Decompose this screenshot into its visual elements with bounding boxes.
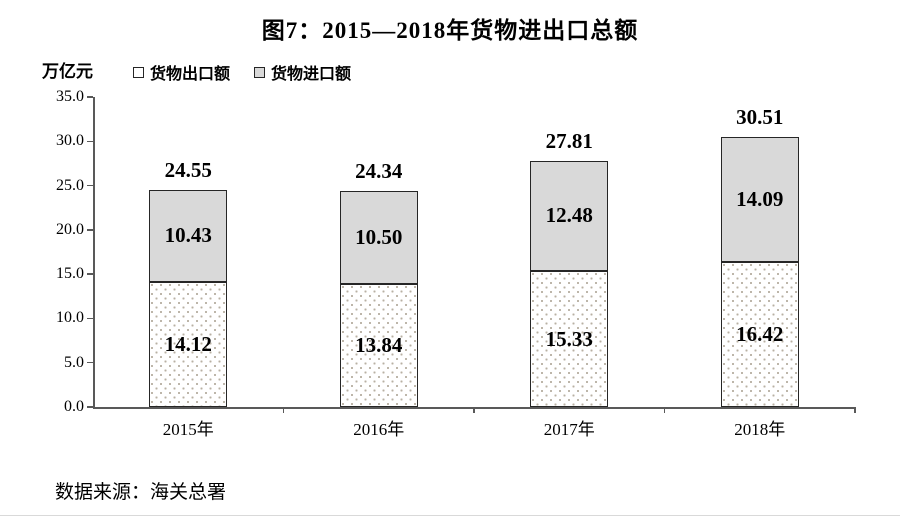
bar-total-label: 30.51 — [736, 104, 784, 129]
x-tick-mark — [854, 407, 856, 413]
y-tick-mark — [87, 361, 93, 364]
legend-item-import: 货物进口额 — [254, 60, 351, 84]
legend-item-export: 货物出口额 — [133, 60, 230, 84]
import-swatch-icon — [254, 66, 266, 78]
y-tick-mark — [87, 406, 93, 408]
x-tick-label: 2015年 — [162, 420, 214, 439]
y-tick-label: 10.0 — [56, 309, 84, 327]
y-tick-mark — [87, 96, 93, 98]
bar-segment-import: 10.43 — [149, 189, 228, 282]
y-tick-mark — [87, 229, 93, 231]
y-tick-label: 15.0 — [56, 265, 84, 283]
page-divider — [0, 515, 900, 516]
y-tick-label: 5.0 — [64, 353, 84, 371]
bar-segment-import: 10.50 — [339, 191, 418, 285]
bar-total-label: 24.55 — [164, 157, 212, 182]
y-tick-label: 30.0 — [56, 132, 84, 150]
data-source-note: 数据来源：海关总署 — [55, 482, 227, 503]
y-tick-mark — [87, 184, 93, 187]
y-tick-label: 0.0 — [64, 398, 84, 415]
x-tick-mark — [473, 407, 475, 413]
legend-export-label: 货物出口额 — [150, 66, 231, 83]
bar-segment-export: 14.12 — [149, 281, 228, 407]
bar-segment-export: 16.42 — [720, 261, 799, 407]
x-tick-label: 2017年 — [543, 420, 595, 439]
bar-total-label: 24.34 — [355, 159, 403, 184]
y-tick-mark — [87, 317, 93, 320]
bar-segment-import: 12.48 — [530, 160, 609, 272]
export-swatch-icon — [133, 66, 144, 78]
bar-total-label: 27.81 — [545, 128, 593, 153]
y-tick-mark — [87, 140, 93, 143]
y-axis-line — [93, 97, 95, 407]
y-tick-label: 25.0 — [56, 176, 84, 194]
legend-import-label: 货物进口额 — [271, 66, 352, 83]
x-tick-label: 2016年 — [353, 420, 405, 439]
x-tick-label: 2018年 — [734, 420, 786, 439]
x-tick-mark — [282, 407, 285, 413]
bar-segment-import: 14.09 — [720, 136, 799, 262]
chart-title: 图7：2015—2018年货物进出口总额 — [261, 18, 639, 43]
chart-legend: 货物出口额 货物进口额 — [133, 60, 351, 84]
y-tick-label: 35.0 — [56, 88, 84, 105]
y-axis-unit-label: 万亿元 — [42, 62, 93, 81]
bar-segment-export: 13.84 — [339, 284, 418, 407]
y-tick-mark — [87, 273, 93, 275]
x-tick-mark — [663, 407, 666, 413]
y-tick-label: 20.0 — [56, 220, 84, 238]
bar-segment-export: 15.33 — [530, 271, 609, 407]
